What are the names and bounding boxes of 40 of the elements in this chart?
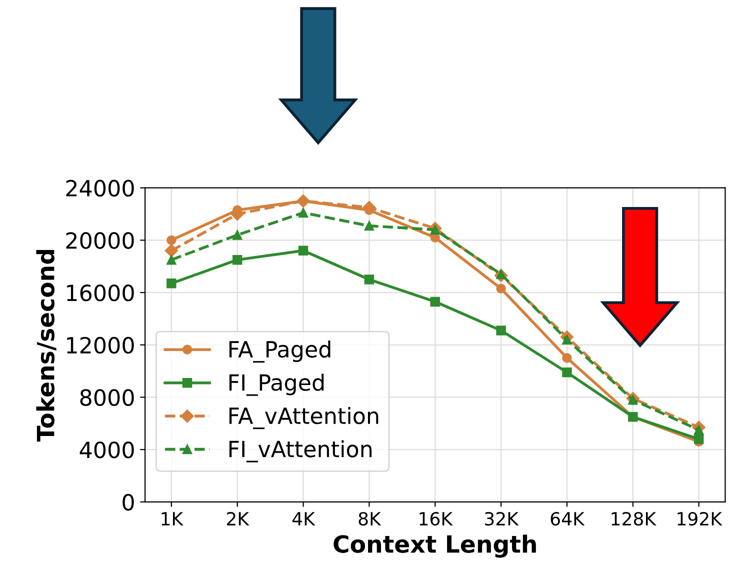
x-tick-label: 8K [358,512,382,526]
point [694,425,704,435]
x-tick-label: 1K [162,512,184,526]
y-tick-label: 8000 [80,389,134,406]
y-tick-label: 20000 [66,232,134,249]
y-axis-title: Tokens/second [36,250,56,442]
point [298,246,308,256]
y-tick-label: 0 [122,494,134,511]
legend-label: FA_Paged [229,340,330,363]
x-tick-label: 64K [550,512,585,526]
point [364,220,374,231]
x-axis-title: Context Length [334,534,536,558]
point [496,284,506,294]
x-tick-label: 192K [678,512,722,526]
legend-label: FA_vAttention [229,406,378,430]
x-tick-label: 4K [292,512,316,526]
point [166,278,176,288]
y-tick-label: 4000 [80,442,134,458]
point [430,224,440,235]
x-tick-label: 16K [420,512,453,526]
y-tick-label: 12000 [67,336,134,354]
point [430,296,440,307]
point [166,235,176,246]
point [496,326,506,336]
point [694,434,704,444]
point [164,244,178,258]
x-tick-label: 128K [612,512,656,526]
point [298,208,308,218]
point [166,254,176,265]
point [364,274,374,284]
point [562,353,572,363]
y-tick-label: 24000 [66,180,134,197]
x-tick-label: 32K [485,512,519,526]
y-tick-label: 16000 [67,284,134,302]
x-tick-label: 2K [226,512,250,526]
point [562,368,572,378]
legend-label: FI_vAttention [229,440,372,462]
point [232,254,242,265]
point [232,230,242,240]
legend-label: FI_Paged [229,374,324,396]
